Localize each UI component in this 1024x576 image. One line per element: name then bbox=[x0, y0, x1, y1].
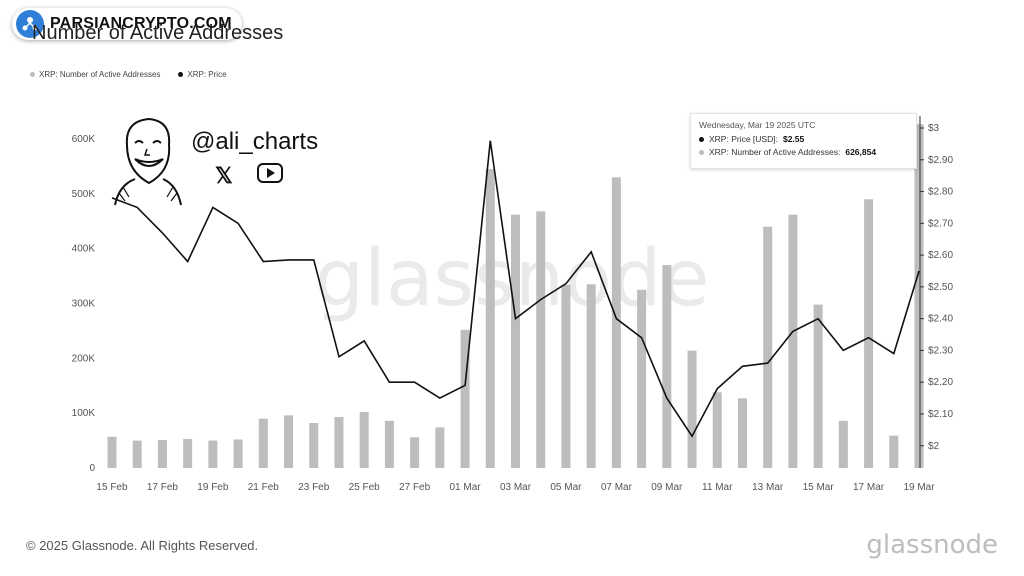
bar-23 bbox=[687, 350, 697, 468]
brand-text: PARSIANCRYPTO.COM bbox=[50, 15, 232, 32]
brand-badge[interactable]: PARSIANCRYPTO.COM bbox=[12, 8, 242, 40]
bar-11 bbox=[384, 420, 394, 468]
price-line bbox=[111, 140, 920, 438]
bar-31 bbox=[889, 435, 899, 468]
tooltip-row-price: XRP: Price [USD]: $2.55 bbox=[699, 134, 804, 144]
avatar-sketch-icon bbox=[114, 117, 182, 206]
bar-10 bbox=[359, 412, 369, 468]
bar-26 bbox=[763, 226, 773, 468]
tooltip-price-swatch bbox=[699, 136, 704, 142]
x-tick-label: 01 Mar bbox=[450, 482, 482, 493]
legend-item-price[interactable]: XRP: Price bbox=[178, 70, 227, 79]
x-tick-label: 27 Feb bbox=[399, 482, 431, 493]
tooltip-row-addresses: XRP: Number of Active Addresses: 626,854 bbox=[699, 147, 876, 157]
chart-title: Number of Active Addresses bbox=[32, 22, 284, 44]
bar-3 bbox=[183, 438, 193, 468]
legend-swatch-price bbox=[178, 72, 184, 77]
bar-24 bbox=[712, 392, 722, 468]
bar-7 bbox=[284, 415, 294, 468]
x-tick-label: 09 Mar bbox=[651, 482, 683, 493]
glassnode-logo[interactable]: glassnode bbox=[866, 530, 998, 560]
x-tick-label: 15 Feb bbox=[96, 482, 128, 493]
tooltip-price-label: XRP: Price [USD]: bbox=[709, 134, 778, 144]
copyright: © 2025 Glassnode. All Rights Reserved. bbox=[26, 538, 259, 553]
y-right-tick-label: $2.80 bbox=[928, 187, 953, 198]
y-right-tick-label: $2.20 bbox=[928, 377, 953, 388]
bar-6 bbox=[258, 418, 268, 468]
y-left-tick-label: 400K bbox=[72, 244, 96, 255]
y-left-tick-label: 500K bbox=[72, 189, 96, 200]
tooltip-price-value: $2.55 bbox=[782, 134, 805, 144]
y-right-tick-label: $2.60 bbox=[928, 250, 953, 261]
y-right-tick-label: $3 bbox=[928, 123, 940, 134]
legend-swatch-addresses bbox=[30, 72, 35, 77]
bar-5 bbox=[233, 439, 243, 468]
y-right-tick-label: $2.40 bbox=[928, 314, 953, 325]
hover-tooltip: Wednesday, Mar 19 2025 UTC XRP: Price [U… bbox=[690, 113, 917, 169]
bar-13 bbox=[435, 427, 445, 468]
x-tick-label: 07 Mar bbox=[601, 482, 633, 493]
y-right-tick-label: $2.30 bbox=[928, 345, 953, 356]
y-left-tick-label: 300K bbox=[72, 298, 96, 309]
x-tick-label: 19 Feb bbox=[197, 482, 229, 493]
bar-21 bbox=[637, 289, 647, 468]
legend: XRP: Number of Active Addresses XRP: Pri… bbox=[30, 70, 227, 79]
x-tick-label: 17 Feb bbox=[147, 482, 179, 493]
bar-18 bbox=[561, 284, 571, 468]
bar-16 bbox=[511, 214, 520, 468]
x-tick-label: 05 Mar bbox=[550, 482, 582, 493]
bar-12 bbox=[410, 437, 420, 468]
tooltip-addresses-value: 626,854 bbox=[845, 147, 877, 157]
bar-30 bbox=[864, 199, 874, 468]
legend-item-addresses[interactable]: XRP: Number of Active Addresses bbox=[30, 70, 160, 79]
x-tick-label: 03 Mar bbox=[500, 482, 532, 493]
legend-label-price: XRP: Price bbox=[187, 70, 227, 79]
x-logo-icon: 𝕏 bbox=[215, 163, 233, 188]
brand-logo-icon bbox=[16, 10, 44, 38]
bar-0 bbox=[107, 436, 117, 468]
x-tick-label: 13 Mar bbox=[752, 482, 784, 493]
x-tick-label: 17 Mar bbox=[853, 482, 885, 493]
bar-14 bbox=[460, 329, 470, 468]
tooltip-addresses-swatch bbox=[699, 149, 704, 155]
bar-29 bbox=[838, 420, 848, 468]
bar-22 bbox=[662, 265, 672, 468]
bar-19 bbox=[586, 284, 596, 468]
x-tick-label: 25 Feb bbox=[349, 482, 381, 493]
bar-8 bbox=[309, 423, 319, 468]
bar-32 bbox=[914, 124, 924, 468]
bar-9 bbox=[334, 417, 344, 468]
x-tick-label: 15 Mar bbox=[803, 482, 835, 493]
y-right-tick-label: $2.10 bbox=[928, 409, 953, 420]
y-right-tick-label: $2 bbox=[928, 441, 940, 452]
x-tick-label: 11 Mar bbox=[702, 482, 733, 493]
bar-20 bbox=[611, 177, 621, 468]
y-right-tick-label: $2.70 bbox=[928, 218, 953, 229]
ali-charts-overlay: @ali_charts 𝕏 bbox=[105, 115, 330, 207]
x-tick-label: 19 Mar bbox=[903, 482, 935, 493]
ali-handle: @ali_charts bbox=[191, 128, 319, 155]
x-tick-label: 23 Feb bbox=[298, 482, 330, 493]
x-tick-label: 21 Feb bbox=[248, 482, 280, 493]
y-left-tick-label: 0 bbox=[89, 463, 95, 474]
tooltip-addresses-label: XRP: Number of Active Addresses: bbox=[709, 147, 841, 157]
tooltip-date: Wednesday, Mar 19 2025 UTC bbox=[699, 120, 816, 130]
bar-15 bbox=[485, 169, 495, 468]
youtube-icon bbox=[257, 163, 283, 183]
bar-4 bbox=[208, 440, 218, 468]
bar-17 bbox=[536, 211, 546, 468]
y-left-tick-label: 200K bbox=[72, 353, 96, 364]
bar-27 bbox=[788, 214, 798, 468]
y-right-tick-label: $2.50 bbox=[928, 282, 953, 293]
legend-label-addresses: XRP: Number of Active Addresses bbox=[39, 70, 161, 79]
y-right-tick-label: $2.90 bbox=[928, 155, 953, 166]
bar-28 bbox=[813, 304, 823, 468]
bar-1 bbox=[132, 440, 142, 468]
y-left-tick-label: 600K bbox=[72, 134, 96, 145]
bar-2 bbox=[157, 440, 167, 468]
y-left-tick-label: 100K bbox=[72, 408, 96, 419]
bar-25 bbox=[737, 398, 747, 468]
